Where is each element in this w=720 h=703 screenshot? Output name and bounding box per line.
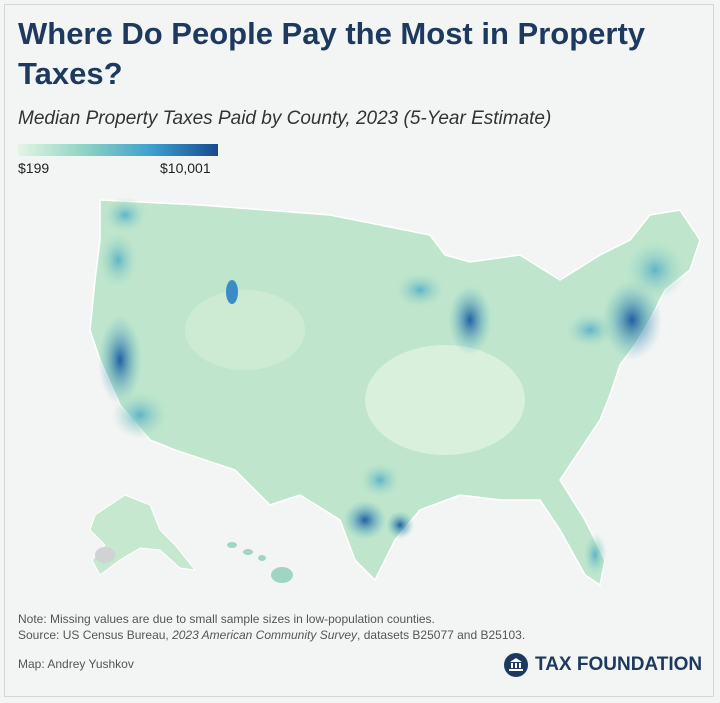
- note: Note: Missing values are due to small sa…: [18, 612, 435, 626]
- source-survey: 2023 American Community Survey: [172, 628, 358, 642]
- credit: Map: Andrey Yushkov: [18, 657, 134, 671]
- missing-region: [95, 547, 115, 563]
- high-region: [395, 272, 445, 308]
- hawaii: [271, 567, 293, 583]
- source-text: Source: US Census Bureau,: [18, 628, 173, 642]
- source: Source: US Census Bureau, 2023 American …: [18, 627, 525, 643]
- high-region: [98, 315, 142, 405]
- title: Where Do People Pay the Most in Property…: [18, 16, 646, 91]
- high-region: [226, 280, 238, 304]
- high-region: [602, 280, 662, 360]
- legend-max: $10,001: [160, 160, 211, 176]
- high-region: [583, 533, 607, 577]
- hawaii: [258, 555, 266, 561]
- high-region: [343, 500, 387, 540]
- logo-text: TAX FOUNDATION: [535, 654, 703, 675]
- legend-gradient: [18, 144, 218, 156]
- source-text: , datasets B25077 and B25103.: [357, 628, 526, 642]
- low-region: [365, 345, 525, 455]
- logo: TAX FOUNDATION: [503, 652, 702, 678]
- hawaii: [227, 542, 237, 548]
- high-region: [386, 511, 414, 539]
- subtitle: Median Property Taxes Paid by County, 20…: [18, 108, 552, 129]
- hawaii: [243, 549, 253, 555]
- high-region: [448, 285, 492, 355]
- frame: [4, 4, 714, 697]
- high-region: [112, 391, 168, 439]
- high-region: [565, 312, 615, 348]
- high-region: [625, 240, 685, 300]
- high-region: [98, 232, 138, 288]
- high-region: [360, 462, 400, 498]
- legend-min: $199: [18, 160, 50, 176]
- logo-icon: [504, 653, 528, 677]
- high-region: [103, 197, 147, 233]
- low-region: [185, 290, 305, 370]
- note-block: Note: Missing values are due to small sa…: [18, 611, 525, 643]
- alaska: [89, 494, 197, 576]
